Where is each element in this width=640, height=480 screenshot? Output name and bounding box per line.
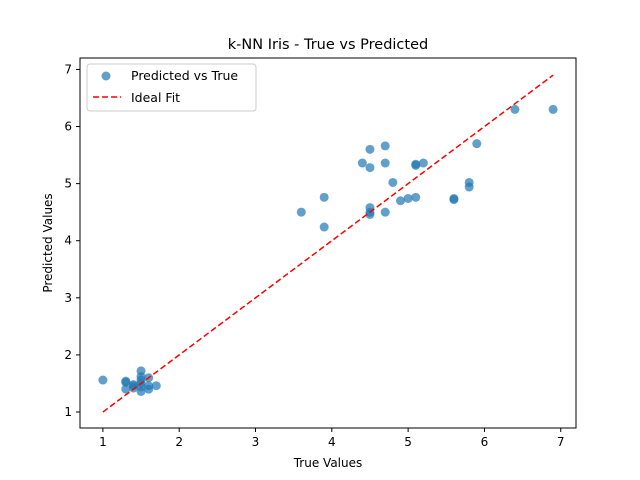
- y-tick-label: 4: [64, 234, 72, 248]
- data-point: [510, 104, 520, 114]
- data-point: [121, 384, 131, 394]
- x-tick-label: 6: [481, 435, 489, 449]
- data-point: [388, 177, 398, 187]
- data-point: [380, 158, 390, 168]
- y-tick-label: 5: [64, 177, 72, 191]
- data-point: [151, 381, 161, 391]
- data-point: [365, 163, 375, 173]
- x-tick-label: 2: [175, 435, 183, 449]
- data-point: [319, 222, 329, 232]
- data-point: [121, 376, 131, 386]
- chart-title: k-NN Iris - True vs Predicted: [228, 37, 428, 53]
- data-point: [296, 207, 306, 217]
- legend-box: [86, 63, 257, 112]
- legend-marker-scatter: [101, 71, 111, 81]
- data-point: [449, 193, 459, 203]
- data-point: [144, 384, 154, 394]
- x-tick-label: 4: [328, 435, 336, 449]
- legend-label-scatter: Predicted vs True: [131, 68, 238, 83]
- data-point: [548, 104, 558, 114]
- data-point: [357, 158, 367, 168]
- data-point: [128, 383, 138, 393]
- y-tick-label: 3: [64, 291, 72, 305]
- data-point: [464, 182, 474, 192]
- data-point: [403, 193, 413, 203]
- ideal-fit-line: [102, 74, 554, 413]
- axes-frame: [79, 57, 577, 429]
- y-tick-label: 6: [64, 120, 72, 134]
- y-tick-label: 1: [64, 405, 72, 419]
- data-point: [411, 192, 421, 202]
- data-point: [418, 158, 428, 168]
- data-point: [319, 192, 329, 202]
- y-tick-label: 2: [64, 348, 72, 362]
- y-tick-label: 7: [64, 62, 72, 76]
- y-axis: 1 2 3 4 5 6 7: [64, 62, 80, 419]
- x-tick-label: 5: [404, 435, 412, 449]
- data-point: [380, 207, 390, 217]
- x-tick-label: 3: [252, 435, 260, 449]
- x-tick-label: 1: [99, 435, 107, 449]
- data-point: [136, 386, 146, 396]
- data-point: [472, 139, 482, 149]
- x-tick-label: 7: [557, 435, 565, 449]
- data-point: [411, 159, 421, 169]
- data-point: [395, 196, 405, 206]
- y-axis-label: Predicted Values: [41, 193, 55, 292]
- x-axis-label: True Values: [293, 456, 363, 470]
- data-point: [380, 141, 390, 151]
- data-point: [98, 375, 108, 385]
- data-point: [365, 144, 375, 154]
- plot-area: [98, 74, 558, 413]
- data-point: [365, 209, 375, 219]
- legend-label-line: Ideal Fit: [131, 90, 180, 105]
- x-axis: 1 2 3 4 5 6 7: [99, 428, 565, 449]
- legend: Predicted vs True Ideal Fit: [86, 63, 257, 112]
